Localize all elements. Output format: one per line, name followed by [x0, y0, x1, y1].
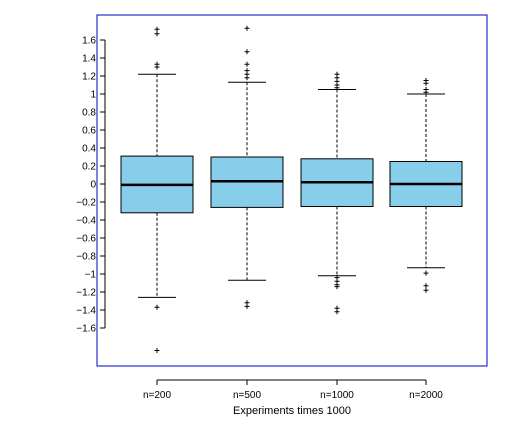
x-axis-title: Experiments times 1000 — [233, 405, 351, 417]
y-tick-label: −1 — [85, 270, 97, 281]
outlier-marker — [334, 85, 340, 91]
box-n-500 — [210, 25, 284, 309]
outlier-marker — [154, 64, 160, 70]
outlier-marker — [334, 284, 340, 290]
outlier-marker — [154, 26, 160, 32]
outlier-marker — [244, 25, 250, 31]
y-tick-label: −1.4 — [76, 306, 96, 317]
outlier-marker — [154, 304, 160, 310]
y-tick-label: 1.4 — [82, 54, 96, 65]
outlier-marker — [423, 287, 429, 293]
y-tick-label: −0.6 — [76, 234, 96, 245]
x-tick-label: n=500 — [233, 390, 262, 401]
outlier-marker — [244, 303, 250, 309]
outlier-marker — [244, 61, 250, 67]
y-axis: 1.6 1.4 1.2 1 0.8 0.6 0.4 0.2 0 −0.2 −0.4 −0.6 −0.8 −… — [76, 36, 106, 335]
y-tick-label: 1 — [90, 90, 96, 101]
boxes-group — [120, 25, 463, 353]
y-tick-label: 0.8 — [82, 108, 96, 119]
box-n-2000 — [389, 78, 463, 293]
y-tick-label: −0.4 — [76, 216, 96, 227]
x-tick-label: n=2000 — [409, 390, 443, 401]
x-tick-label: n=200 — [143, 390, 172, 401]
x-tick-label: n=1000 — [320, 390, 354, 401]
y-tick-label: −1.6 — [76, 324, 96, 335]
box-n-200 — [120, 26, 194, 353]
y-tick-label: −0.2 — [76, 198, 96, 209]
outlier-marker — [423, 270, 429, 276]
outlier-marker — [244, 49, 250, 55]
y-tick-label: −0.8 — [76, 252, 96, 263]
y-tick-label: 0.2 — [82, 162, 96, 173]
y-tick-label: 0.4 — [82, 144, 96, 155]
box-n-1000 — [300, 71, 374, 315]
outlier-marker — [154, 31, 160, 37]
outlier-marker — [423, 283, 429, 289]
y-tick-label: 1.6 — [82, 36, 96, 47]
outlier-marker — [154, 348, 160, 353]
outlier-marker — [423, 89, 429, 95]
plot-frame — [96, 14, 488, 367]
x-axis: n=200 n=500 n=1000 n=2000 — [143, 379, 443, 401]
y-tick-label: −1.2 — [76, 288, 96, 299]
y-tick-label: 0.6 — [82, 126, 96, 137]
outlier-marker — [334, 309, 340, 315]
outlier-marker — [423, 80, 429, 86]
y-tick-label: 0 — [90, 180, 96, 191]
outlier-marker — [244, 75, 250, 81]
y-tick-label: 1.2 — [82, 72, 96, 83]
